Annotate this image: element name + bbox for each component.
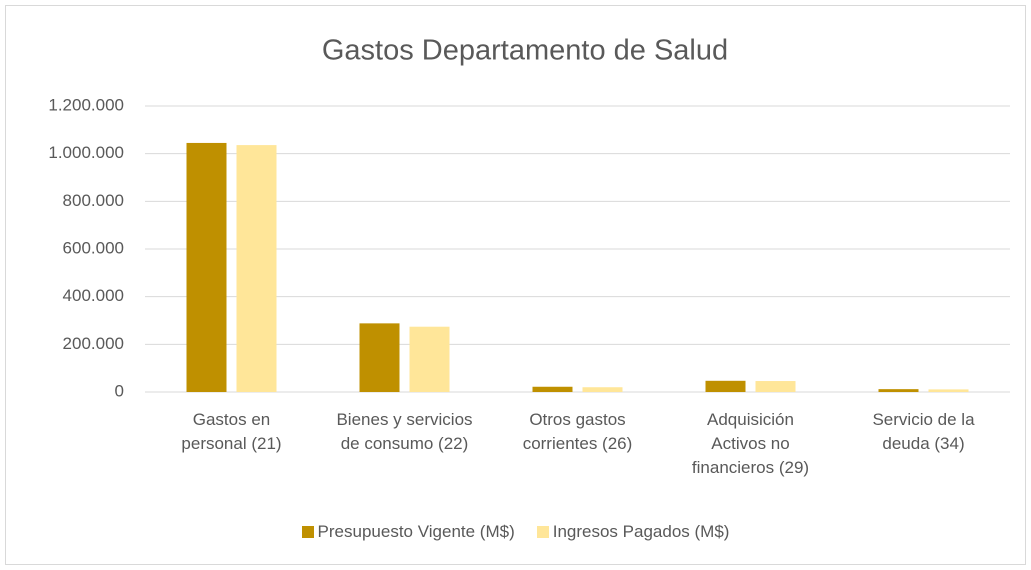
bar	[878, 389, 919, 392]
bar	[582, 387, 623, 392]
legend-item: Presupuesto Vigente (M$)	[301, 522, 515, 542]
y-tick-label: 600.000	[63, 238, 124, 257]
bar	[359, 323, 400, 392]
y-tick-label: 1.000.000	[48, 143, 124, 162]
x-tick-label: Bienes y servicios de consumo (22)	[336, 410, 473, 453]
x-tick-label: Adquisición Activos no financieros (29)	[691, 410, 810, 477]
bar	[928, 389, 969, 392]
legend: Presupuesto Vigente (M$) Ingresos Pagados…	[0, 522, 1031, 542]
legend-swatch	[301, 526, 314, 538]
y-tick-label: 800.000	[63, 191, 124, 210]
y-tick-label: 0	[115, 381, 124, 400]
legend-item: Ingresos Pagados (M$)	[536, 522, 730, 542]
bar	[186, 142, 227, 392]
bar	[409, 326, 450, 392]
legend-label: Ingresos Pagados (M$)	[552, 522, 730, 541]
x-tick-label: Gastos en personal (21)	[181, 410, 282, 453]
bar	[236, 145, 277, 392]
y-tick-label: 1.200.000	[48, 95, 124, 114]
chart-title: Gastos Departamento de Salud	[322, 35, 728, 67]
bar	[705, 380, 746, 392]
legend-swatch	[536, 526, 549, 538]
chart-border	[5, 5, 1026, 565]
x-tick-label: Otros gastos corrientes (26)	[522, 410, 633, 453]
bar	[532, 386, 573, 392]
y-tick-label: 200.000	[63, 334, 124, 353]
legend-label: Presupuesto Vigente (M$)	[317, 522, 515, 541]
bar	[755, 381, 796, 392]
y-tick-label: 400.000	[63, 286, 124, 305]
x-tick-label: Servicio de la deuda (34)	[872, 410, 975, 453]
